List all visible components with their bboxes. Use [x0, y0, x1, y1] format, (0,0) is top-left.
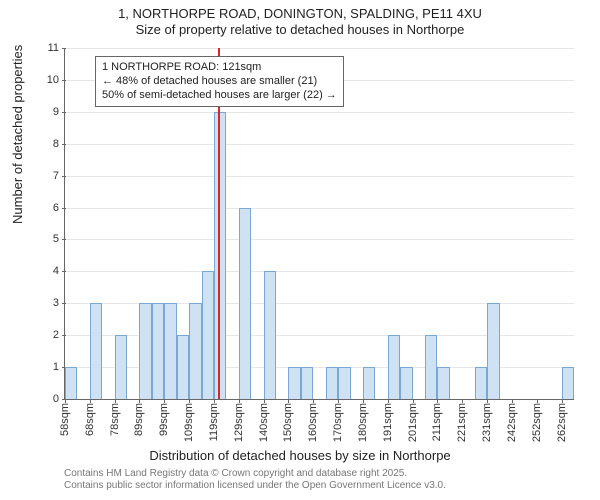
annotation-box: 1 NORTHORPE ROAD: 121sqm ← 48% of detach… — [95, 56, 344, 107]
plot-area: 0123456789101158sqm68sqm78sqm89sqm99sqm1… — [64, 48, 574, 400]
x-tick-label: 58sqm — [59, 399, 71, 436]
x-tick-label: 109sqm — [183, 399, 195, 442]
histogram-bar — [400, 367, 412, 399]
x-tick-label: 262sqm — [556, 399, 568, 442]
histogram-bar — [301, 367, 313, 399]
histogram-bar — [65, 367, 77, 399]
x-tick-label: 99sqm — [158, 399, 170, 436]
gridline — [65, 48, 574, 49]
x-tick-label: 211sqm — [431, 399, 443, 441]
annotation-line-2: ← 48% of detached houses are smaller (21… — [102, 75, 337, 89]
gridline — [65, 271, 574, 272]
annotation-line-1: 1 NORTHORPE ROAD: 121sqm — [102, 61, 337, 75]
footer-line-2: Contains public sector information licen… — [64, 480, 446, 492]
histogram-bar — [425, 335, 437, 399]
histogram-bar — [562, 367, 574, 399]
chart-container: 1, NORTHORPE ROAD, DONINGTON, SPALDING, … — [0, 0, 600, 500]
y-tick-label: 4 — [53, 265, 65, 277]
x-tick-label: 221sqm — [456, 399, 468, 442]
histogram-bar — [90, 303, 102, 399]
title-line-2: Size of property relative to detached ho… — [0, 22, 600, 38]
x-tick-label: 68sqm — [84, 399, 96, 436]
y-tick-label: 7 — [53, 170, 65, 182]
histogram-bar — [326, 367, 338, 399]
footer-line-1: Contains HM Land Registry data © Crown c… — [64, 468, 446, 480]
x-tick-label: 160sqm — [307, 399, 319, 442]
title-line-1: 1, NORTHORPE ROAD, DONINGTON, SPALDING, … — [0, 6, 600, 22]
x-tick-label: 180sqm — [357, 399, 369, 442]
y-tick-label: 10 — [47, 74, 65, 86]
histogram-bar — [115, 335, 127, 399]
x-tick-label: 231sqm — [481, 399, 493, 442]
y-tick-label: 11 — [48, 42, 65, 54]
histogram-bar — [239, 208, 251, 399]
histogram-bar — [338, 367, 350, 399]
y-tick-label: 1 — [53, 361, 65, 373]
histogram-bar — [139, 303, 151, 399]
histogram-bar — [363, 367, 375, 399]
x-tick-label: 140sqm — [258, 399, 270, 442]
gridline — [65, 112, 574, 113]
histogram-bar — [388, 335, 400, 399]
histogram-bar — [152, 303, 164, 399]
histogram-bar — [475, 367, 487, 399]
y-axis-label: Number of detached properties — [10, 45, 25, 224]
x-tick-label: 129sqm — [233, 399, 245, 442]
x-tick-label: 191sqm — [382, 399, 394, 442]
x-tick-label: 252sqm — [531, 399, 543, 442]
histogram-bar — [189, 303, 201, 399]
x-tick-label: 170sqm — [332, 399, 344, 442]
histogram-bar — [437, 367, 449, 399]
x-tick-label: 150sqm — [282, 399, 294, 442]
x-tick-label: 89sqm — [133, 399, 145, 436]
gridline — [65, 239, 574, 240]
title-block: 1, NORTHORPE ROAD, DONINGTON, SPALDING, … — [0, 0, 600, 39]
x-tick-label: 119sqm — [208, 399, 220, 441]
histogram-bar — [177, 335, 189, 399]
gridline — [65, 208, 574, 209]
x-tick-label: 78sqm — [109, 399, 121, 436]
y-tick-label: 6 — [53, 202, 65, 214]
histogram-bar — [288, 367, 300, 399]
x-axis-label: Distribution of detached houses by size … — [0, 448, 600, 463]
histogram-bar — [264, 271, 276, 399]
y-tick-label: 3 — [53, 297, 65, 309]
x-tick-label: 242sqm — [506, 399, 518, 442]
y-tick-label: 2 — [53, 329, 65, 341]
y-tick-label: 5 — [53, 233, 65, 245]
histogram-bar — [202, 271, 214, 399]
annotation-line-3: 50% of semi-detached houses are larger (… — [102, 89, 337, 103]
histogram-bar — [164, 303, 176, 399]
y-tick-label: 9 — [53, 106, 65, 118]
x-tick-label: 201sqm — [407, 399, 419, 442]
y-tick-label: 8 — [53, 138, 65, 150]
gridline — [65, 144, 574, 145]
histogram-bar — [487, 303, 499, 399]
gridline — [65, 176, 574, 177]
footer-block: Contains HM Land Registry data © Crown c… — [64, 468, 446, 492]
